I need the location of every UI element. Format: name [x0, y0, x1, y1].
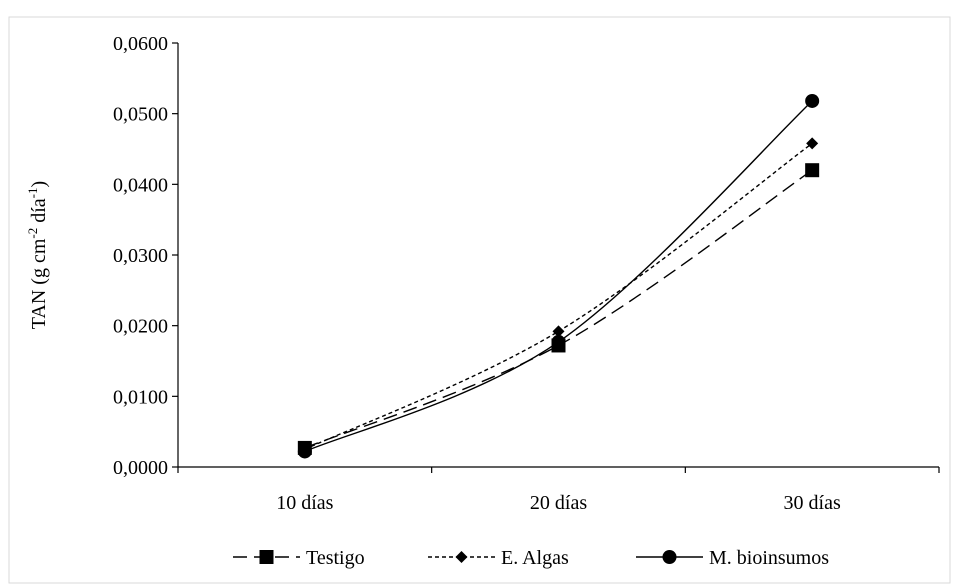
legend-e-algas-label: E. Algas: [501, 547, 569, 569]
legend-e-algas-diamond-marker: [455, 551, 468, 563]
legend: Testigo E. Algas M. bioinsumos: [233, 547, 829, 569]
y-axis-label-main: TAN (g cm: [28, 238, 50, 329]
x-tick-label: 20 días: [530, 492, 587, 514]
x-tick-label: 30 días: [784, 492, 841, 514]
series-m-bioinsumos-circle-marker: [805, 93, 820, 108]
y-axis-label-end: ): [28, 181, 50, 188]
x-tick-label: 10 días: [276, 492, 333, 514]
y-tick-label: 0,0400: [113, 174, 168, 196]
series-group: [297, 93, 820, 459]
y-axis-label-exp1: -2: [25, 228, 40, 239]
legend-e-algas: E. Algas: [428, 547, 569, 569]
series-m-bioinsumos-circle-marker: [297, 444, 312, 459]
legend-testigo-square-marker: [259, 550, 274, 564]
legend-m-bioinsumos: M. bioinsumos: [636, 547, 829, 569]
y-tick-label: 0,0600: [113, 33, 168, 55]
y-tick-label: 0,0000: [113, 457, 168, 479]
y-tick-label: 0,0500: [113, 104, 168, 126]
legend-m-bioinsumos-label: M. bioinsumos: [709, 547, 829, 569]
y-axis-label-exp2: -1: [25, 187, 40, 198]
legend-testigo: Testigo: [233, 547, 365, 569]
series-e-algas-diamond-marker: [806, 137, 819, 150]
series-testigo-square-marker: [805, 163, 820, 178]
legend-m-bioinsumos-circle-marker: [662, 550, 677, 564]
series-e-algas-diamond-marker: [552, 325, 565, 338]
y-axis-label: TAN (g cm-2 día-1): [25, 181, 50, 329]
y-tick-label: 0,0100: [113, 386, 168, 408]
y-axis-label-mid: día: [28, 198, 50, 228]
y-ticks: 0,0000 0,0100 0,0200 0,0300 0,0400 0,0500 0,06…: [113, 33, 178, 479]
series-m-bioinsumos-circle-marker: [551, 334, 566, 349]
x-ticks: 10 días 20 días 30 días: [177, 467, 940, 514]
y-tick-label: 0,0200: [113, 316, 168, 338]
y-tick-label: 0,0300: [113, 245, 168, 267]
legend-testigo-label: Testigo: [306, 547, 365, 569]
chart-frame: [8, 16, 951, 584]
series-m-bioinsumos: [297, 93, 820, 459]
